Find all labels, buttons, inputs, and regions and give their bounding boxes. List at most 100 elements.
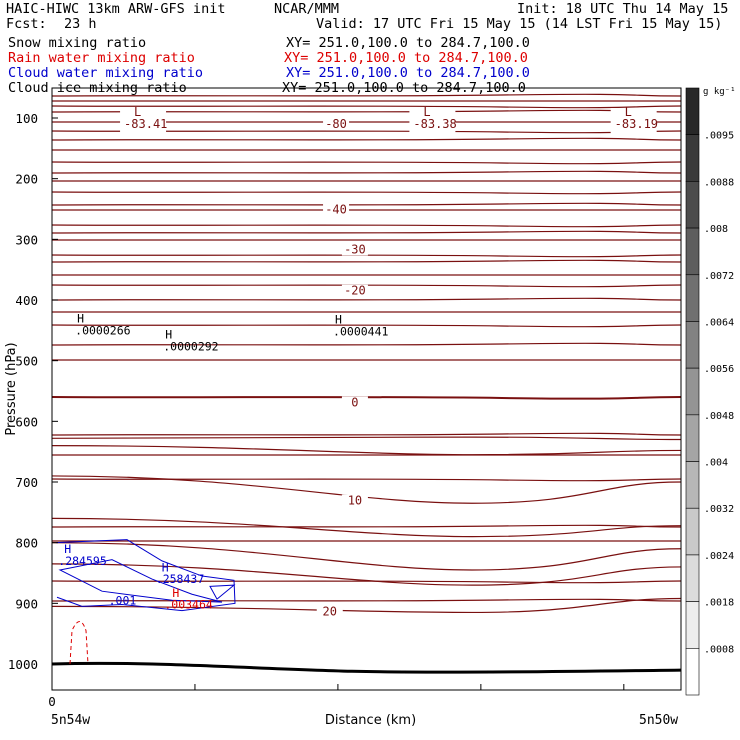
isotherm-line <box>51 432 682 436</box>
low-center-bg <box>120 108 167 134</box>
isotherm-line <box>51 284 682 288</box>
isotherm-label-bg <box>316 605 343 618</box>
y-tick-label: 800 <box>15 536 38 551</box>
isotherm-line <box>51 597 682 614</box>
isotherm-line <box>51 542 682 571</box>
field-cloudwater-name: Cloud water mixing ratio <box>8 65 204 81</box>
isotherm-label: -20 <box>344 284 366 298</box>
low-center-value: -83.41 <box>124 117 167 131</box>
colorbar-label: .0032 <box>704 504 734 515</box>
x-axis-label: Distance (km) <box>325 713 416 728</box>
y-tick-label: 200 <box>15 172 38 187</box>
colorbar-label: .0008 <box>704 644 734 655</box>
y-axis-label: Pressure (hPa) <box>4 342 19 435</box>
y-tick-label: 400 <box>15 293 38 308</box>
rain-water-contour <box>69 621 89 665</box>
cloud-water-contour <box>58 559 223 603</box>
colorbar-swatch <box>685 134 700 182</box>
organization-label: NCAR/MMM <box>274 1 340 17</box>
x-left-location: 5n54w <box>51 713 90 728</box>
isotherm-line <box>51 230 682 234</box>
isotherm-line <box>51 524 682 528</box>
isotherm-line <box>51 191 682 195</box>
isotherm-line <box>51 517 682 538</box>
surface-line <box>51 661 682 674</box>
colorbar-label: .008 <box>704 224 728 235</box>
snow-high-value: .0000292 <box>163 340 218 354</box>
isotherm-line <box>51 436 682 441</box>
isotherm-line <box>51 580 682 584</box>
field-rain-name: Rain water mixing ratio <box>8 50 195 66</box>
x-right-location: 5n50w <box>639 713 678 728</box>
isotherm-label-bg <box>323 203 350 216</box>
isotherm-line <box>51 137 682 141</box>
isotherm-line <box>51 170 682 174</box>
snow-high-value: .0000441 <box>333 325 388 339</box>
isotherm-label: -30 <box>344 242 366 256</box>
snow-high-mark: H <box>165 328 172 342</box>
plot-frame <box>51 87 682 691</box>
isotherm-line <box>51 563 682 586</box>
colorbar-unit: g kg⁻¹ <box>703 87 736 97</box>
y-tick-label: 900 <box>15 596 38 611</box>
isotherm-label: -40 <box>325 202 347 216</box>
colorbar-label: .0056 <box>704 364 734 375</box>
y-tick-label: 600 <box>15 414 38 429</box>
colorbar-label: .0072 <box>704 271 734 282</box>
y-tick-label: 100 <box>15 111 38 126</box>
isotherm-line <box>51 396 682 400</box>
cloud-water-high-mark: H <box>162 560 169 574</box>
contour-labels: -80-40-30-2001020L-83.41L-83.38L-83.19H.… <box>58 105 658 619</box>
model-title: HAIC-HIWC 13km ARW-GFS init <box>6 1 226 17</box>
isotherm-label-bg <box>341 243 368 256</box>
low-center-mark: L <box>423 105 430 119</box>
isotherm-line <box>51 161 682 165</box>
rain-high-mark: H <box>172 586 179 600</box>
colorbar-swatch <box>685 461 700 509</box>
y-tick-label: 1000 <box>8 657 38 672</box>
colorbar-swatch <box>685 601 700 649</box>
field-rain-xy: XY= 251.0,100.0 to 284.7,100.0 <box>284 50 528 66</box>
colorbar-label: .0095 <box>704 131 734 142</box>
colorbar-swatch <box>685 321 700 369</box>
isotherm-line <box>51 202 682 206</box>
colorbar-label: .004 <box>704 458 728 469</box>
cloud-water-value: .284595 <box>58 554 106 568</box>
field-cloudwater-xy: XY= 251.0,100.0 to 284.7,100.0 <box>286 65 530 81</box>
colorbar-swatch <box>685 648 700 696</box>
cloud-water-contour <box>209 584 236 600</box>
cloud-water-high-mark: H <box>64 542 71 556</box>
init-time: Init: 18 UTC Thu 14 May 15 <box>517 1 729 17</box>
low-center-bg <box>409 108 456 134</box>
colorbar-swatch <box>685 181 700 229</box>
isotherm-line <box>51 297 682 301</box>
forecast-hour-label: Fcst: <box>6 16 47 32</box>
colorbar-swatch <box>685 274 700 322</box>
colorbar-label: .0024 <box>704 551 734 562</box>
low-center-mark: L <box>625 105 632 119</box>
x-tick-label: 0 <box>48 694 56 709</box>
field-snow-name: Snow mixing ratio <box>8 35 147 51</box>
low-center-value: -83.19 <box>615 117 658 131</box>
forecast-hour-value: 23 h <box>64 16 97 32</box>
snow-high-value: .0000266 <box>75 323 130 337</box>
isotherm-label-bg <box>341 396 368 409</box>
isotherm-line <box>51 598 682 602</box>
cloud-water-value: .258437 <box>156 572 205 586</box>
snow-high-mark: H <box>77 311 84 325</box>
isotherm-line <box>51 342 682 346</box>
low-center-mark: L <box>134 105 141 119</box>
colorbar: .0095 .0088 .008 .0072 .0064 .0056 .0048 .004 .0… <box>685 87 736 696</box>
isotherm-label: -80 <box>325 117 347 131</box>
snow-high-mark: H <box>335 313 342 327</box>
colorbar-swatch <box>685 227 700 276</box>
colorbar-label: .0048 <box>704 411 734 422</box>
y-tick-label: 300 <box>15 232 38 247</box>
isotherm-label-bg <box>341 284 368 297</box>
colorbar-label: .0064 <box>704 317 734 328</box>
temperature-contours <box>51 93 682 674</box>
isotherm-line <box>51 224 682 228</box>
low-center-value: -83.38 <box>413 117 456 131</box>
